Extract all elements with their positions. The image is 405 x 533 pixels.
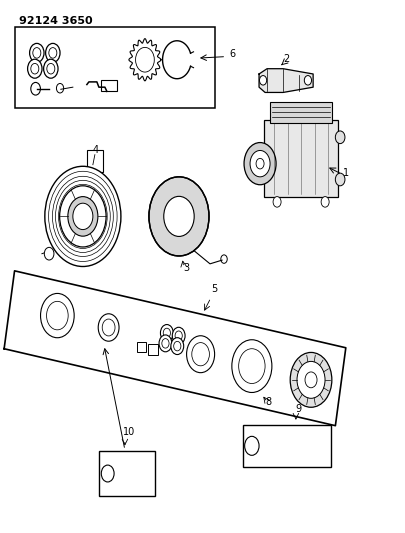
Circle shape: [173, 341, 181, 351]
Circle shape: [175, 331, 182, 341]
Polygon shape: [4, 271, 345, 426]
Circle shape: [28, 59, 42, 78]
Circle shape: [163, 328, 170, 338]
Circle shape: [231, 340, 271, 392]
Circle shape: [49, 171, 117, 262]
Text: 5: 5: [211, 284, 217, 294]
Circle shape: [171, 338, 183, 354]
Circle shape: [135, 47, 154, 72]
Circle shape: [30, 43, 44, 62]
Text: 3: 3: [183, 263, 189, 273]
Bar: [99, 451, 155, 496]
Circle shape: [149, 177, 209, 256]
Circle shape: [68, 197, 98, 236]
Bar: [15, 27, 215, 108]
Circle shape: [44, 247, 54, 260]
Circle shape: [60, 186, 106, 247]
Circle shape: [45, 43, 60, 62]
Circle shape: [290, 352, 331, 407]
Circle shape: [56, 84, 64, 93]
Text: 1: 1: [342, 168, 348, 178]
Circle shape: [335, 173, 344, 186]
Circle shape: [162, 338, 168, 348]
Circle shape: [259, 76, 266, 85]
Circle shape: [320, 197, 328, 207]
Circle shape: [163, 196, 194, 237]
Text: 92124 3650: 92124 3650: [19, 16, 92, 26]
Circle shape: [101, 465, 114, 482]
Circle shape: [72, 203, 93, 230]
Circle shape: [31, 63, 39, 74]
Circle shape: [296, 361, 324, 398]
Circle shape: [58, 184, 107, 248]
Bar: [269, 102, 331, 123]
Circle shape: [98, 314, 119, 341]
Circle shape: [220, 255, 227, 263]
Circle shape: [52, 176, 113, 256]
Bar: [148, 344, 158, 355]
Circle shape: [256, 158, 263, 169]
Circle shape: [31, 83, 40, 95]
Circle shape: [49, 47, 57, 58]
Bar: [243, 425, 330, 467]
Circle shape: [186, 336, 214, 373]
Circle shape: [55, 180, 110, 253]
Circle shape: [102, 319, 115, 336]
Text: 6: 6: [228, 49, 234, 59]
Circle shape: [335, 131, 344, 143]
Circle shape: [243, 142, 275, 185]
Circle shape: [273, 197, 280, 207]
Circle shape: [40, 294, 74, 338]
Circle shape: [47, 63, 55, 74]
Circle shape: [160, 325, 173, 342]
Circle shape: [191, 343, 209, 366]
Circle shape: [238, 349, 264, 384]
Text: 2: 2: [282, 54, 289, 64]
Circle shape: [304, 372, 316, 388]
Bar: [87, 150, 102, 172]
Text: 9: 9: [294, 403, 301, 414]
Circle shape: [244, 437, 258, 455]
Circle shape: [159, 335, 171, 352]
Circle shape: [45, 166, 121, 266]
Bar: [136, 342, 146, 352]
Text: 8: 8: [265, 397, 271, 407]
Circle shape: [47, 301, 68, 330]
Circle shape: [172, 327, 185, 344]
Circle shape: [304, 76, 311, 85]
Circle shape: [43, 59, 58, 78]
Text: 4: 4: [93, 145, 99, 155]
Circle shape: [249, 150, 269, 177]
Bar: [100, 80, 117, 91]
Circle shape: [33, 47, 41, 58]
Bar: [263, 120, 337, 197]
Text: 10: 10: [123, 427, 135, 437]
Polygon shape: [258, 69, 312, 92]
